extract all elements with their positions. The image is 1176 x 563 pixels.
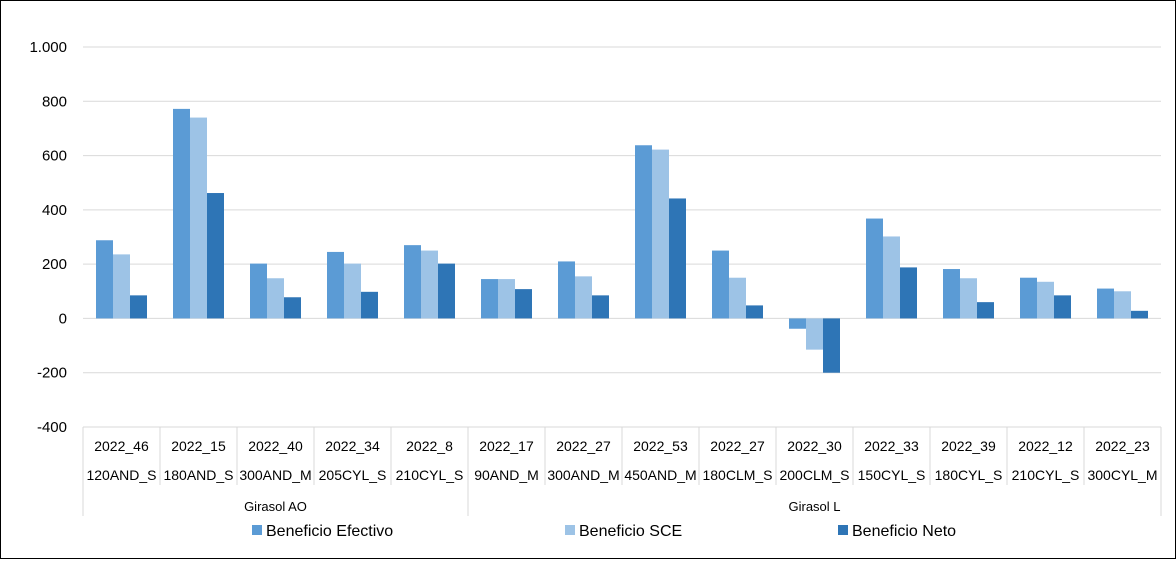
- bar-beneficio-sce: [1114, 291, 1131, 319]
- bar-beneficio-neto: [1054, 295, 1071, 319]
- bar-beneficio-sce: [498, 279, 515, 319]
- bar-beneficio-efectivo: [250, 263, 267, 319]
- bar-beneficio-efectivo: [96, 240, 113, 319]
- bar-beneficio-neto: [361, 291, 378, 319]
- x-tick-label-code: 205CYL_S: [319, 467, 387, 483]
- bar-beneficio-sce: [960, 278, 977, 319]
- x-tick-label-code: 180CYL_S: [935, 467, 1003, 483]
- x-tick-label-id: 2022_27: [556, 438, 611, 454]
- x-tick-label-id: 2022_27: [710, 438, 765, 454]
- legend-label: Beneficio SCE: [579, 523, 682, 540]
- x-tick-label-code: 180CLM_S: [702, 467, 772, 483]
- gridlines: [83, 46, 1161, 428]
- x-tick-label-id: 2022_30: [787, 438, 842, 454]
- y-tick-label: 800: [42, 93, 67, 110]
- bar-beneficio-efectivo: [1097, 288, 1114, 319]
- y-tick-label: 200: [42, 256, 67, 273]
- x-tick-label-code: 90AND_M: [474, 467, 539, 483]
- y-tick-label: 0: [59, 310, 67, 327]
- x-tick-label-id: 2022_15: [171, 438, 226, 454]
- x-tick-label-code: 450AND_M: [624, 467, 696, 483]
- bar-beneficio-sce: [344, 263, 361, 319]
- bar-beneficio-efectivo: [1020, 277, 1037, 319]
- y-tick-label: 1.000: [29, 39, 67, 56]
- bar-beneficio-efectivo: [404, 245, 421, 319]
- bar-beneficio-sce: [575, 276, 592, 319]
- bar-beneficio-efectivo: [789, 318, 806, 329]
- bar-beneficio-efectivo: [173, 108, 190, 319]
- y-axis-tick-labels: -400 -200 0 200 400 600 800 1.000: [29, 39, 67, 436]
- legend-swatch: [252, 525, 262, 535]
- x-tick-label-id: 2022_46: [94, 438, 149, 454]
- bar-beneficio-neto: [515, 289, 532, 319]
- x-tick-label-code: 210CYL_S: [396, 467, 464, 483]
- category-axis-table: 2022_46 120AND_S 2022_15 180AND_S 2022_40 300…: [82, 427, 1162, 516]
- legend-swatch: [565, 525, 575, 535]
- x-tick-label-id: 2022_53: [633, 438, 688, 454]
- x-tick-label-code: 180AND_S: [163, 467, 233, 483]
- bar-beneficio-efectivo: [712, 250, 729, 319]
- bar-beneficio-efectivo: [635, 145, 652, 319]
- bar-beneficio-sce: [883, 236, 900, 319]
- bar-beneficio-neto: [592, 295, 609, 319]
- x-group-label: Girasol AO: [244, 499, 307, 514]
- x-tick-label-id: 2022_33: [864, 438, 919, 454]
- y-tick-label: -200: [37, 365, 67, 382]
- bar-beneficio-neto: [669, 198, 686, 319]
- bar-beneficio-neto: [438, 263, 455, 319]
- bar-beneficio-neto: [1131, 310, 1148, 319]
- legend: Beneficio Efectivo Beneficio SCE Beneficio…: [252, 523, 956, 540]
- bar-beneficio-neto: [977, 302, 994, 319]
- bar-beneficio-efectivo: [866, 218, 883, 319]
- bar-beneficio-neto: [207, 193, 224, 319]
- bar-beneficio-sce: [421, 250, 438, 319]
- x-tick-label-id: 2022_39: [941, 438, 996, 454]
- bar-beneficio-sce: [729, 277, 746, 319]
- legend-label: Beneficio Neto: [852, 523, 956, 540]
- bar-beneficio-neto: [746, 305, 763, 319]
- bar-beneficio-sce: [113, 254, 130, 319]
- legend-swatch: [838, 525, 848, 535]
- bar-beneficio-neto: [823, 318, 840, 373]
- x-tick-label-code: 210CYL_S: [1012, 467, 1080, 483]
- y-tick-label: 600: [42, 148, 67, 165]
- bar-beneficio-sce: [267, 278, 284, 319]
- x-tick-label-code: 300AND_M: [239, 467, 311, 483]
- legend-label: Beneficio Efectivo: [266, 523, 393, 540]
- bars: [96, 108, 1148, 373]
- bar-beneficio-sce: [190, 117, 207, 319]
- x-tick-label-id: 2022_17: [479, 438, 534, 454]
- x-tick-label-code: 200CLM_S: [779, 467, 849, 483]
- bar-beneficio-neto: [130, 295, 147, 319]
- x-group-label: Girasol L: [788, 499, 840, 514]
- bar-beneficio-efectivo: [558, 261, 575, 319]
- x-tick-label-code: 120AND_S: [86, 467, 156, 483]
- bar-beneficio-efectivo: [327, 251, 344, 319]
- bar-beneficio-sce: [1037, 281, 1054, 319]
- bar-beneficio-efectivo: [943, 269, 960, 319]
- x-tick-label-id: 2022_34: [325, 438, 380, 454]
- bar-beneficio-efectivo: [481, 279, 498, 319]
- bar-beneficio-neto: [900, 267, 917, 319]
- y-tick-label: 400: [42, 202, 67, 219]
- x-tick-label-code: 300CYL_M: [1087, 467, 1157, 483]
- x-tick-label-id: 2022_23: [1095, 438, 1150, 454]
- x-tick-label-code: 150CYL_S: [858, 467, 926, 483]
- x-tick-label-id: 2022_12: [1018, 438, 1073, 454]
- bar-beneficio-neto: [284, 297, 301, 319]
- y-tick-label: -400: [37, 419, 67, 436]
- x-tick-label-id: 2022_8: [406, 438, 453, 454]
- bar-beneficio-sce: [652, 149, 669, 319]
- x-tick-label-id: 2022_40: [248, 438, 303, 454]
- x-tick-label-code: 300AND_M: [547, 467, 619, 483]
- bar-beneficio-sce: [806, 318, 823, 350]
